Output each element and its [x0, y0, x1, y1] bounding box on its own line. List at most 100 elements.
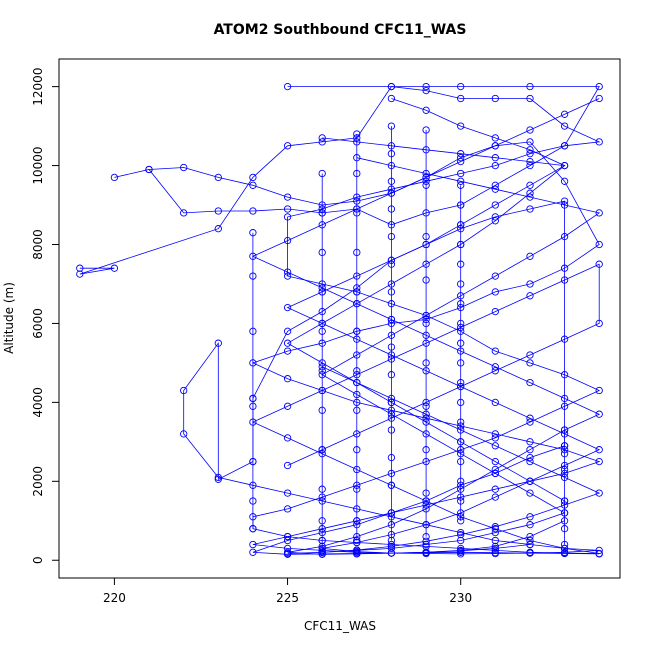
data-point	[526, 280, 534, 288]
data-point	[526, 82, 534, 91]
data-point	[457, 530, 465, 539]
data-point	[491, 347, 499, 355]
data-point	[457, 122, 465, 130]
data-point	[145, 165, 153, 174]
data-point	[595, 457, 603, 466]
x-tick-label: 220	[103, 591, 126, 605]
data-point	[595, 138, 603, 146]
data-point	[283, 461, 292, 470]
data-point	[457, 177, 465, 185]
data-point	[110, 173, 119, 182]
data-point	[560, 525, 569, 533]
data-point	[491, 367, 499, 375]
data-point	[283, 303, 292, 312]
data-point	[457, 517, 465, 525]
data-point	[387, 315, 396, 324]
data-point	[387, 260, 396, 268]
data-point	[110, 264, 119, 272]
data-point	[595, 240, 603, 249]
data-point	[214, 207, 222, 215]
data-point	[387, 343, 396, 351]
data-point	[283, 272, 292, 280]
series-12	[422, 126, 430, 541]
data-point	[387, 82, 396, 91]
data-point	[491, 213, 499, 221]
data-point	[491, 528, 499, 537]
series-9	[249, 229, 257, 533]
data-point	[353, 536, 361, 545]
data-point	[491, 525, 499, 533]
data-point	[560, 465, 569, 474]
data-point	[353, 517, 361, 525]
data-point	[387, 536, 396, 545]
data-point	[422, 359, 430, 367]
series-11	[560, 426, 569, 549]
data-point	[283, 205, 292, 213]
data-point	[318, 446, 326, 454]
data-point	[283, 532, 292, 541]
data-point	[560, 122, 569, 130]
data-point	[249, 525, 257, 533]
data-point	[457, 418, 465, 426]
data-point	[283, 213, 292, 221]
x-axis-label: CFC11_WAS	[304, 619, 376, 633]
data-point	[491, 485, 499, 493]
data-point	[283, 544, 292, 553]
data-point	[526, 138, 534, 146]
x-tick-label: 225	[276, 591, 299, 605]
data-point	[491, 307, 499, 316]
data-point	[353, 130, 361, 138]
data-point	[491, 398, 499, 407]
data-point	[457, 169, 465, 178]
data-point	[318, 406, 326, 414]
data-point	[457, 221, 465, 229]
data-point	[422, 540, 430, 549]
data-point	[560, 426, 569, 434]
data-point	[283, 142, 292, 150]
data-point	[249, 457, 257, 466]
data-point	[491, 523, 499, 531]
data-point	[422, 446, 430, 454]
data-point	[491, 544, 499, 553]
y-tick-label: 0	[31, 556, 45, 564]
data-point	[526, 252, 534, 260]
y-axis-label: Altitude (m)	[2, 282, 16, 354]
data-point	[387, 177, 396, 185]
data-point	[595, 82, 603, 91]
data-point	[283, 549, 292, 558]
data-point	[457, 300, 465, 308]
data-point	[318, 485, 326, 493]
data-point	[491, 142, 499, 150]
data-point	[560, 201, 569, 209]
data-point	[422, 537, 430, 545]
data-point	[595, 489, 603, 497]
data-point	[491, 154, 499, 162]
data-point	[422, 126, 430, 134]
data-point	[422, 548, 430, 556]
data-point	[491, 134, 499, 142]
y-tick-label: 6000	[31, 308, 45, 339]
data-point	[457, 477, 465, 485]
data-point	[387, 122, 396, 130]
data-point	[526, 193, 534, 201]
data-point	[526, 513, 534, 521]
data-point	[422, 542, 430, 551]
data-point	[457, 339, 465, 347]
data-point	[457, 528, 465, 537]
y-tick-label: 10000	[31, 146, 45, 184]
data-point	[526, 489, 534, 497]
plot-frame	[58, 58, 621, 579]
data-point	[457, 201, 465, 209]
data-point	[560, 371, 569, 379]
data-point	[526, 521, 534, 529]
data-point	[387, 288, 396, 296]
data-point	[560, 450, 569, 458]
data-point	[318, 548, 326, 556]
data-point	[249, 173, 257, 182]
data-point	[526, 205, 534, 213]
data-point	[560, 497, 569, 505]
data-point	[457, 260, 465, 268]
y-tick-label: 2000	[31, 466, 45, 497]
data-point	[491, 181, 499, 189]
data-point	[457, 181, 465, 189]
